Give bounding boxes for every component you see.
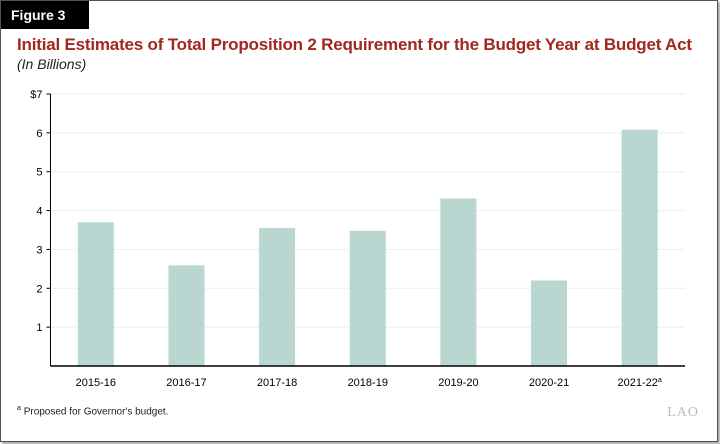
chart-title: Initial Estimates of Total Proposition 2… (17, 35, 692, 54)
y-tick-label: $7 (30, 89, 42, 101)
footnote: a Proposed for Governor's budget. (17, 405, 168, 417)
bar-2015-16 (77, 222, 114, 366)
bar-2017-18 (259, 228, 296, 366)
x-tick-label: 2021-22a (618, 377, 662, 389)
y-tick-label: 1 (36, 322, 42, 334)
x-tick-label: 2019-20 (438, 377, 478, 389)
figure-label: Figure 3 (1, 1, 90, 29)
x-tick-label: 2020-21 (529, 377, 569, 389)
bar-2019-20 (440, 198, 477, 366)
bar-2020-21 (531, 280, 568, 366)
y-tick-label: 5 (36, 167, 42, 179)
bar-2016-17 (168, 265, 205, 366)
x-tick-label: 2018-19 (348, 377, 388, 389)
footnote-text: Proposed for Governor's budget. (23, 406, 169, 418)
bar-2018-19 (349, 230, 386, 366)
y-tick-label: 4 (36, 206, 42, 218)
category-label: 2020-21 (529, 377, 569, 389)
category-label: 2018-19 (348, 377, 388, 389)
y-tick-label: 2 (36, 283, 42, 295)
bar-2021-22 (621, 129, 658, 366)
category-label: 2019-20 (438, 377, 478, 389)
lao-logo: LAO (667, 405, 699, 420)
x-tick-label: 2017-18 (257, 377, 297, 389)
footnote-marker: a (658, 377, 662, 384)
y-tick-label: 6 (36, 128, 42, 140)
x-tick-label: 2015-16 (76, 377, 116, 389)
category-label: 2015-16 (76, 377, 116, 389)
category-label: 2017-18 (257, 377, 297, 389)
category-label: 2021-22 (618, 377, 658, 389)
category-label: 2016-17 (166, 377, 206, 389)
x-tick-label: 2016-17 (166, 377, 206, 389)
footnote-marker: a (17, 405, 21, 412)
chart-subtitle: (In Billions) (17, 56, 87, 72)
y-tick-label: 3 (36, 244, 42, 256)
